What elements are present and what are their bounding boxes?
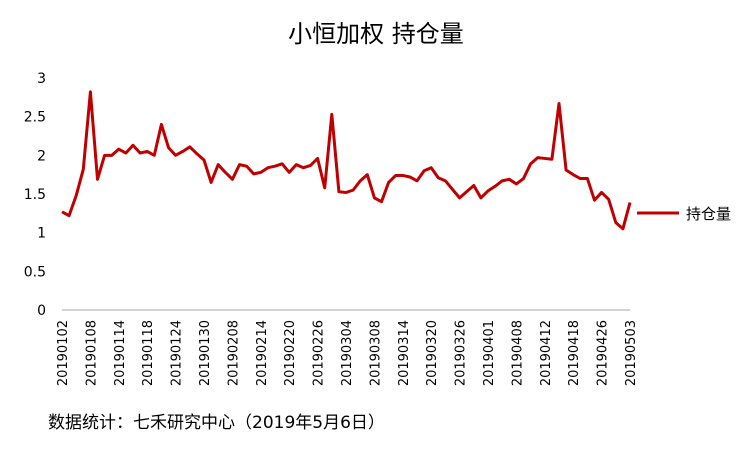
y-tick-label: 1.5 [24, 187, 46, 203]
y-tick-label: 0.5 [24, 264, 46, 280]
legend: 持仓量 [637, 205, 731, 223]
y-tick-label: 1 [37, 226, 46, 242]
x-tick-label: 20190124 [170, 320, 185, 386]
legend-label: 持仓量 [686, 205, 731, 223]
chart-title: 小恒加权 持仓量 [288, 20, 464, 48]
x-tick-label: 20190401 [482, 320, 497, 386]
y-tick-label: 2.5 [24, 110, 46, 126]
x-tick-label: 20190503 [624, 320, 639, 386]
x-tick-label: 20190320 [425, 320, 440, 386]
y-axis: 0 0.5 1 1.5 2 2.5 3 [24, 71, 46, 319]
x-tick-label: 20190220 [283, 320, 298, 386]
x-tick-label: 20190208 [226, 320, 241, 386]
x-tick-label: 20190418 [567, 320, 582, 386]
x-tick-label: 20190326 [454, 320, 469, 386]
series-line-持仓量 [61, 90, 632, 231]
x-tick-label: 20190426 [596, 320, 611, 386]
x-tick-label: 20190214 [255, 320, 270, 386]
x-tick-label: 20190314 [397, 320, 412, 386]
x-axis: 20190102 20190108 20190114 20190118 20190124… [56, 309, 639, 386]
x-tick-label: 20190304 [340, 320, 355, 386]
plot-area [61, 90, 632, 231]
source-note: 数据统计：七禾研究中心（2019年5月6日） [48, 413, 385, 433]
y-tick-label: 0 [37, 303, 46, 319]
x-tick-label: 20190412 [539, 320, 554, 386]
x-tick-label: 20190102 [56, 320, 71, 386]
x-tick-label: 20190308 [368, 320, 383, 386]
x-tick-label: 20190408 [510, 320, 525, 386]
x-tick-label: 20190114 [113, 320, 128, 386]
x-tick-label: 20190118 [141, 320, 156, 386]
x-tick-label: 20190226 [312, 320, 327, 386]
x-tick-label: 20190108 [84, 320, 99, 386]
y-tick-label: 3 [37, 71, 46, 87]
x-tick-label: 20190130 [198, 320, 213, 386]
y-tick-label: 2 [37, 148, 46, 164]
